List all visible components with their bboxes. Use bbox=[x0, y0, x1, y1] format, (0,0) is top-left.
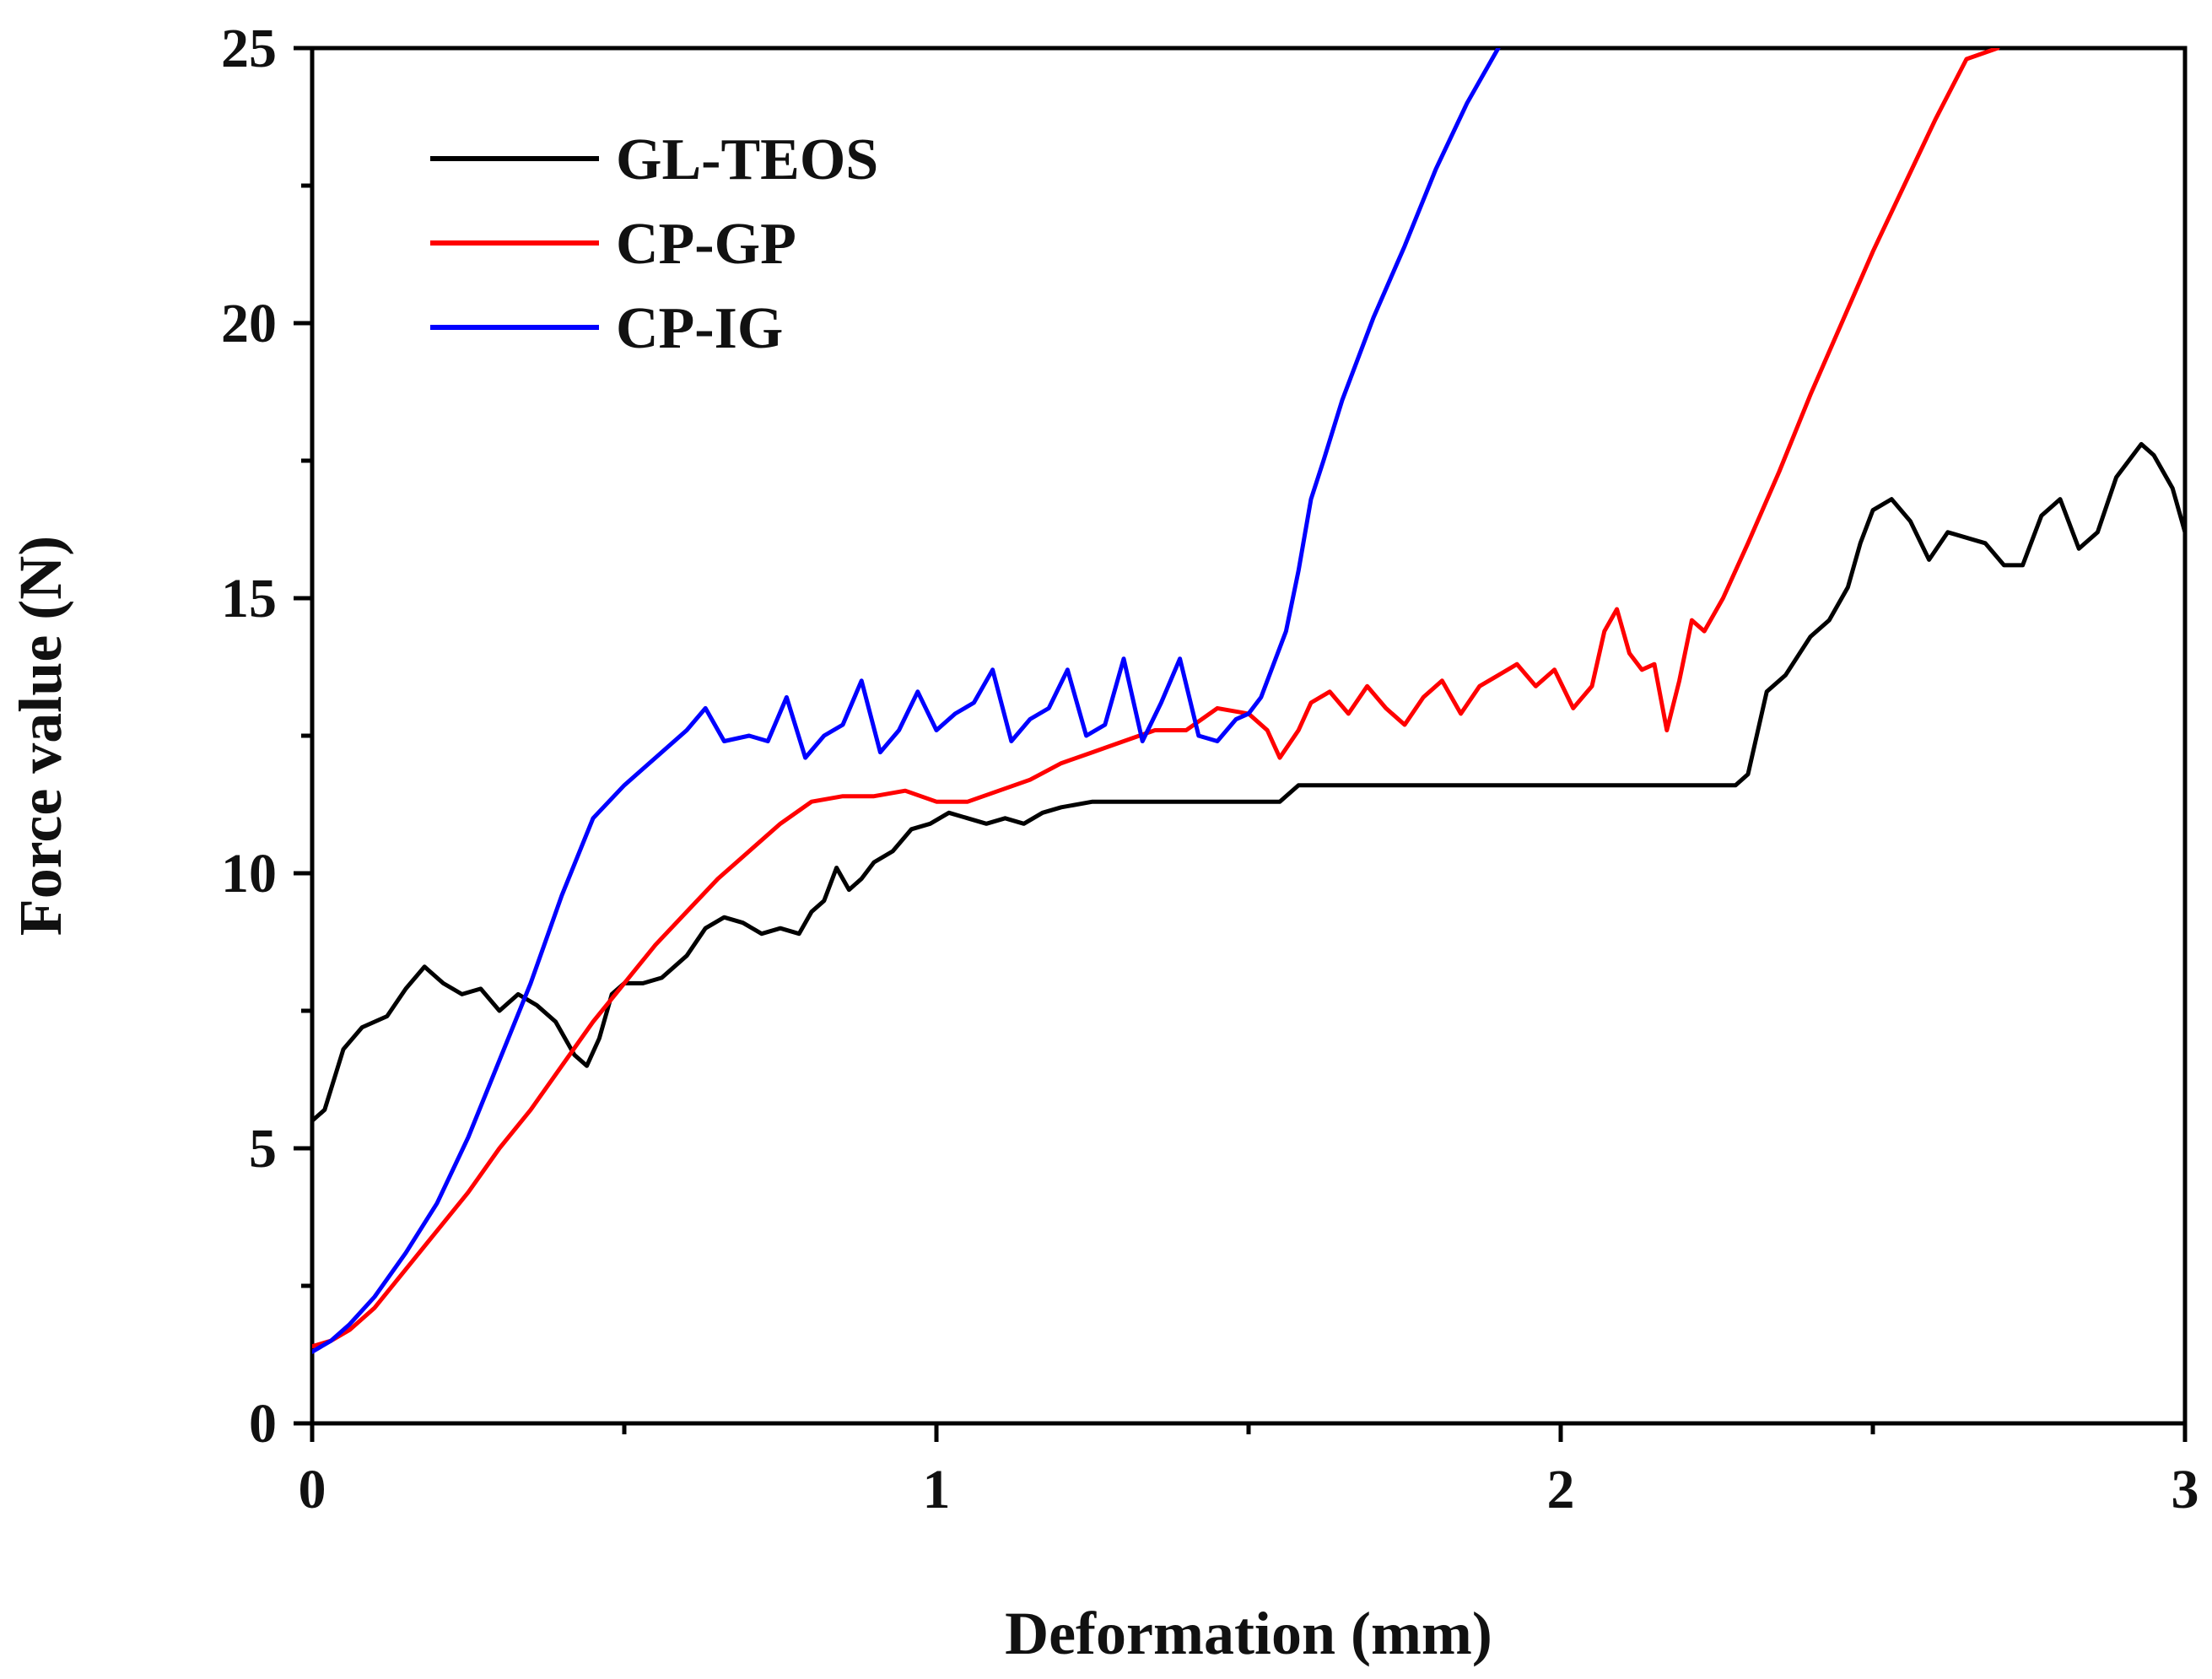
legend-label-cp-ig: CP-IG bbox=[616, 296, 783, 361]
y-tick-label: 20 bbox=[221, 293, 277, 354]
y-tick-label: 5 bbox=[249, 1118, 277, 1180]
tick-layer: 0 1 2 3 0 5 10 15 20 25 bbox=[221, 18, 2199, 1520]
x-tick-label: 0 bbox=[299, 1459, 326, 1520]
series-layer bbox=[312, 48, 2185, 1354]
x-axis-title: Deformation (mm) bbox=[1005, 1600, 1492, 1667]
y-tick-label: 25 bbox=[221, 18, 277, 79]
legend-label-gl-teos: GL-TEOS bbox=[616, 127, 878, 192]
legend: GL-TEOS CP-GP CP-IG bbox=[430, 127, 878, 361]
y-tick-label: 15 bbox=[221, 568, 277, 629]
y-axis-title: Force value (N) bbox=[7, 536, 74, 937]
series-line-cp-gp bbox=[312, 48, 2000, 1349]
legend-label-cp-gp: CP-GP bbox=[616, 212, 796, 277]
x-tick-label: 2 bbox=[1547, 1459, 1575, 1520]
series-line-gl-teos bbox=[312, 441, 2185, 1123]
series-line-cp-ig bbox=[312, 48, 1501, 1354]
y-tick-label: 0 bbox=[249, 1393, 277, 1455]
x-tick-label: 3 bbox=[2172, 1459, 2199, 1520]
x-tick-label: 1 bbox=[923, 1459, 951, 1520]
plot-frame bbox=[310, 46, 2188, 1426]
y-tick-label: 10 bbox=[221, 843, 277, 904]
